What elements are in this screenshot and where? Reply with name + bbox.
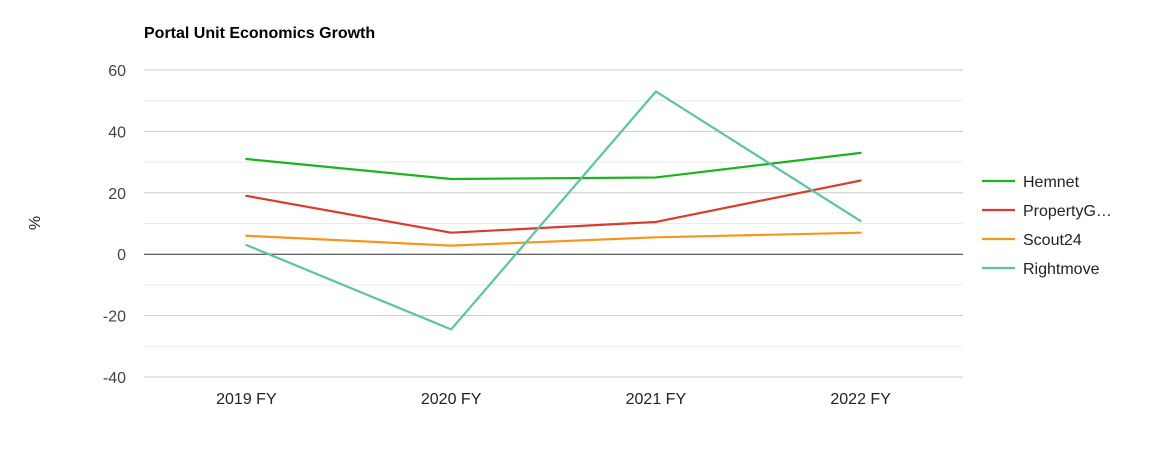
y-tick-label: 40 xyxy=(108,124,126,141)
legend-item-hemnet[interactable]: Hemnet xyxy=(982,174,1080,191)
legend-label: Rightmove xyxy=(1023,261,1100,278)
series-line-propertyguru xyxy=(245,179,862,234)
x-axis-ticks: 2019 FY 2020 FY 2021 FY 2022 FY xyxy=(216,391,891,408)
legend-item-propertyguru[interactable]: PropertyG… xyxy=(982,203,1112,220)
legend-item-rightmove[interactable]: Rightmove xyxy=(982,261,1100,278)
series-line-hemnet xyxy=(245,151,862,181)
legend-item-scout24[interactable]: Scout24 xyxy=(982,232,1082,249)
y-tick-label: 0 xyxy=(117,247,126,264)
legend-label: PropertyG… xyxy=(1023,203,1112,220)
legend-label: Scout24 xyxy=(1023,232,1082,249)
y-tick-label: 60 xyxy=(108,63,126,80)
legend[interactable]: Hemnet PropertyG… Scout24 Rightmove xyxy=(982,174,1112,278)
series-line-scout24 xyxy=(245,231,862,247)
x-tick-label: 2019 FY xyxy=(216,391,277,408)
gridlines xyxy=(144,69,963,378)
y-axis-label: % xyxy=(27,216,44,230)
legend-label: Hemnet xyxy=(1023,174,1080,191)
y-tick-label: 20 xyxy=(108,186,126,203)
y-axis-ticks: 60 40 20 0 -20 -40 xyxy=(103,63,126,387)
series-line-rightmove xyxy=(245,90,862,331)
y-tick-label: -20 xyxy=(103,309,126,326)
y-tick-label: -40 xyxy=(103,370,126,387)
x-tick-label: 2020 FY xyxy=(421,391,482,408)
x-tick-label: 2022 FY xyxy=(830,391,891,408)
chart-title: Portal Unit Economics Growth xyxy=(144,25,375,42)
x-tick-label: 2021 FY xyxy=(626,391,687,408)
series-lines xyxy=(245,90,862,331)
